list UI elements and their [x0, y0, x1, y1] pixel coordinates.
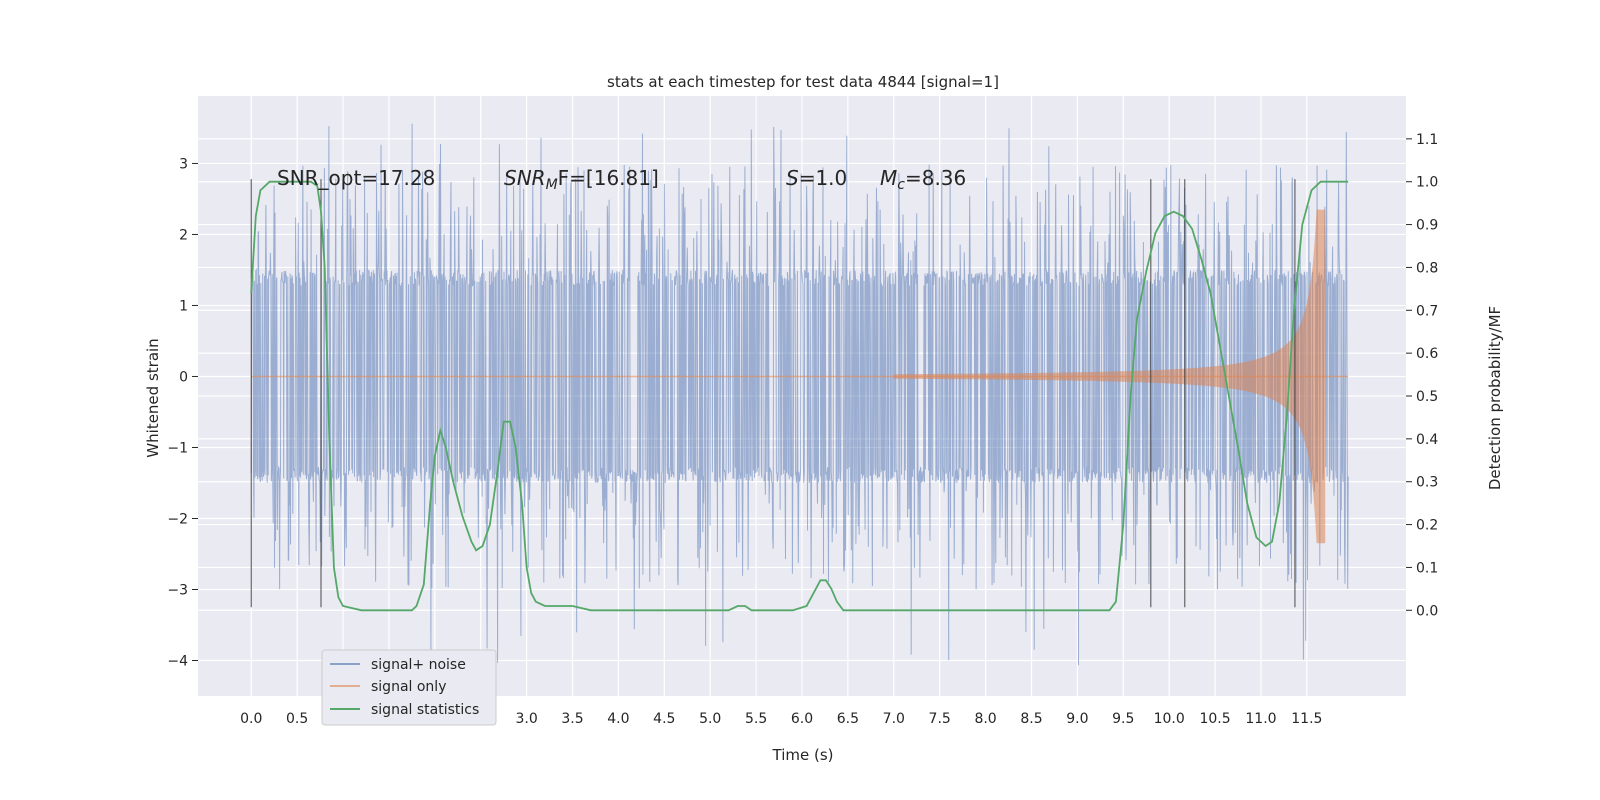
y-tick-label-right: 1.0 — [1416, 175, 1438, 191]
x-tick-label: 6.0 — [791, 711, 813, 727]
x-tick-label: 5.0 — [699, 711, 721, 727]
y-axis-right-ticks: 1.1 1.0 0.9 0.8 0.7 0.6 0.5 0.4 0.3 0.2 0.1 0.0 — [1406, 132, 1438, 619]
series-signal-noise — [250, 123, 1349, 666]
legend-label-signal-only: signal only — [371, 679, 446, 695]
x-tick-label: 9.0 — [1066, 711, 1088, 727]
y-tick-label-left: 3 — [179, 156, 188, 172]
annotation-snr-mf-rest: F=[16.81] — [558, 166, 659, 190]
vertical-markers — [250, 179, 1296, 608]
x-tick-label: 7.0 — [883, 711, 905, 727]
y-axis-left-ticks: 3 2 1 0 −1 −2 −3 −4 — [167, 156, 198, 669]
y-tick-label-left: 0 — [179, 369, 188, 385]
y-tick-label-right: 0.1 — [1416, 560, 1438, 576]
x-tick-label: 3.0 — [515, 711, 537, 727]
annotation-mc: Mc=8.36 — [880, 166, 966, 193]
annotation-s-value: =1.0 — [799, 166, 848, 190]
chart-title: stats at each timestep for test data 484… — [607, 73, 999, 91]
annotation-snr-opt: SNR_opt=17.28 — [277, 166, 435, 190]
y-tick-label-right: 0.7 — [1416, 303, 1438, 319]
x-tick-label: 5.5 — [745, 711, 767, 727]
annotation-s: S=1.0 — [786, 166, 847, 190]
legend-label-signal-noise: signal+ noise — [371, 657, 466, 673]
x-tick-label: 6.5 — [837, 711, 859, 727]
y-tick-label-right: 0.4 — [1416, 432, 1438, 448]
y-tick-label-left: −2 — [167, 511, 188, 527]
y-tick-label-left: 2 — [179, 227, 188, 243]
y-tick-label-right: 0.2 — [1416, 518, 1438, 534]
legend: signal+ noise signal only signal statist… — [321, 649, 497, 726]
y-tick-label-right: 0.3 — [1416, 475, 1438, 491]
x-tick-label: 0.0 — [240, 711, 262, 727]
y-tick-label-left: −3 — [167, 582, 188, 598]
y-tick-label-right: 0.5 — [1416, 389, 1438, 405]
y-axis-right-label: Detection probability/MF — [1486, 306, 1504, 490]
y-tick-label-right: 0.9 — [1416, 218, 1438, 234]
x-tick-label: 11.5 — [1291, 711, 1322, 727]
x-tick-label: 3.5 — [561, 711, 583, 727]
series-signal-statistics — [250, 180, 1349, 612]
legend-label-signal-statistics: signal statistics — [371, 702, 479, 718]
annotation-snr-mf-main: SNR — [504, 166, 546, 190]
x-tick-label: 0.5 — [286, 711, 308, 727]
y-tick-label-left: −1 — [167, 440, 188, 456]
x-tick-label: 4.0 — [607, 711, 629, 727]
annotation-mc-value: =8.36 — [905, 166, 966, 190]
annotation-snr-mf-sub: M — [546, 177, 558, 193]
legend-box — [321, 649, 497, 726]
x-tick-label: 9.5 — [1112, 711, 1134, 727]
x-tick-label: 10.5 — [1199, 711, 1230, 727]
y-tick-label-left: −4 — [167, 653, 188, 669]
y-tick-label-right: 0.0 — [1416, 603, 1438, 619]
annotation-mc-sub: c — [897, 177, 905, 193]
y-axis-left-label: Whitened strain — [144, 338, 162, 457]
y-tick-label-left: 1 — [179, 298, 188, 314]
annotation-mc-main: M — [880, 166, 897, 190]
annotation-snr-mf: SNRMF=[16.81] — [504, 166, 659, 193]
x-tick-label: 8.0 — [974, 711, 996, 727]
y-tick-label-right: 1.1 — [1416, 132, 1438, 148]
x-tick-label: 10.0 — [1154, 711, 1185, 727]
x-axis-label: Time (s) — [772, 746, 834, 764]
x-tick-label: 4.5 — [653, 711, 675, 727]
y-tick-label-right: 0.6 — [1416, 346, 1438, 362]
x-tick-label: 8.5 — [1020, 711, 1042, 727]
annotation-s-main: S — [786, 166, 799, 190]
y-tick-label-right: 0.8 — [1416, 260, 1438, 276]
x-tick-label: 11.0 — [1245, 711, 1276, 727]
x-tick-label: 7.5 — [929, 711, 951, 727]
